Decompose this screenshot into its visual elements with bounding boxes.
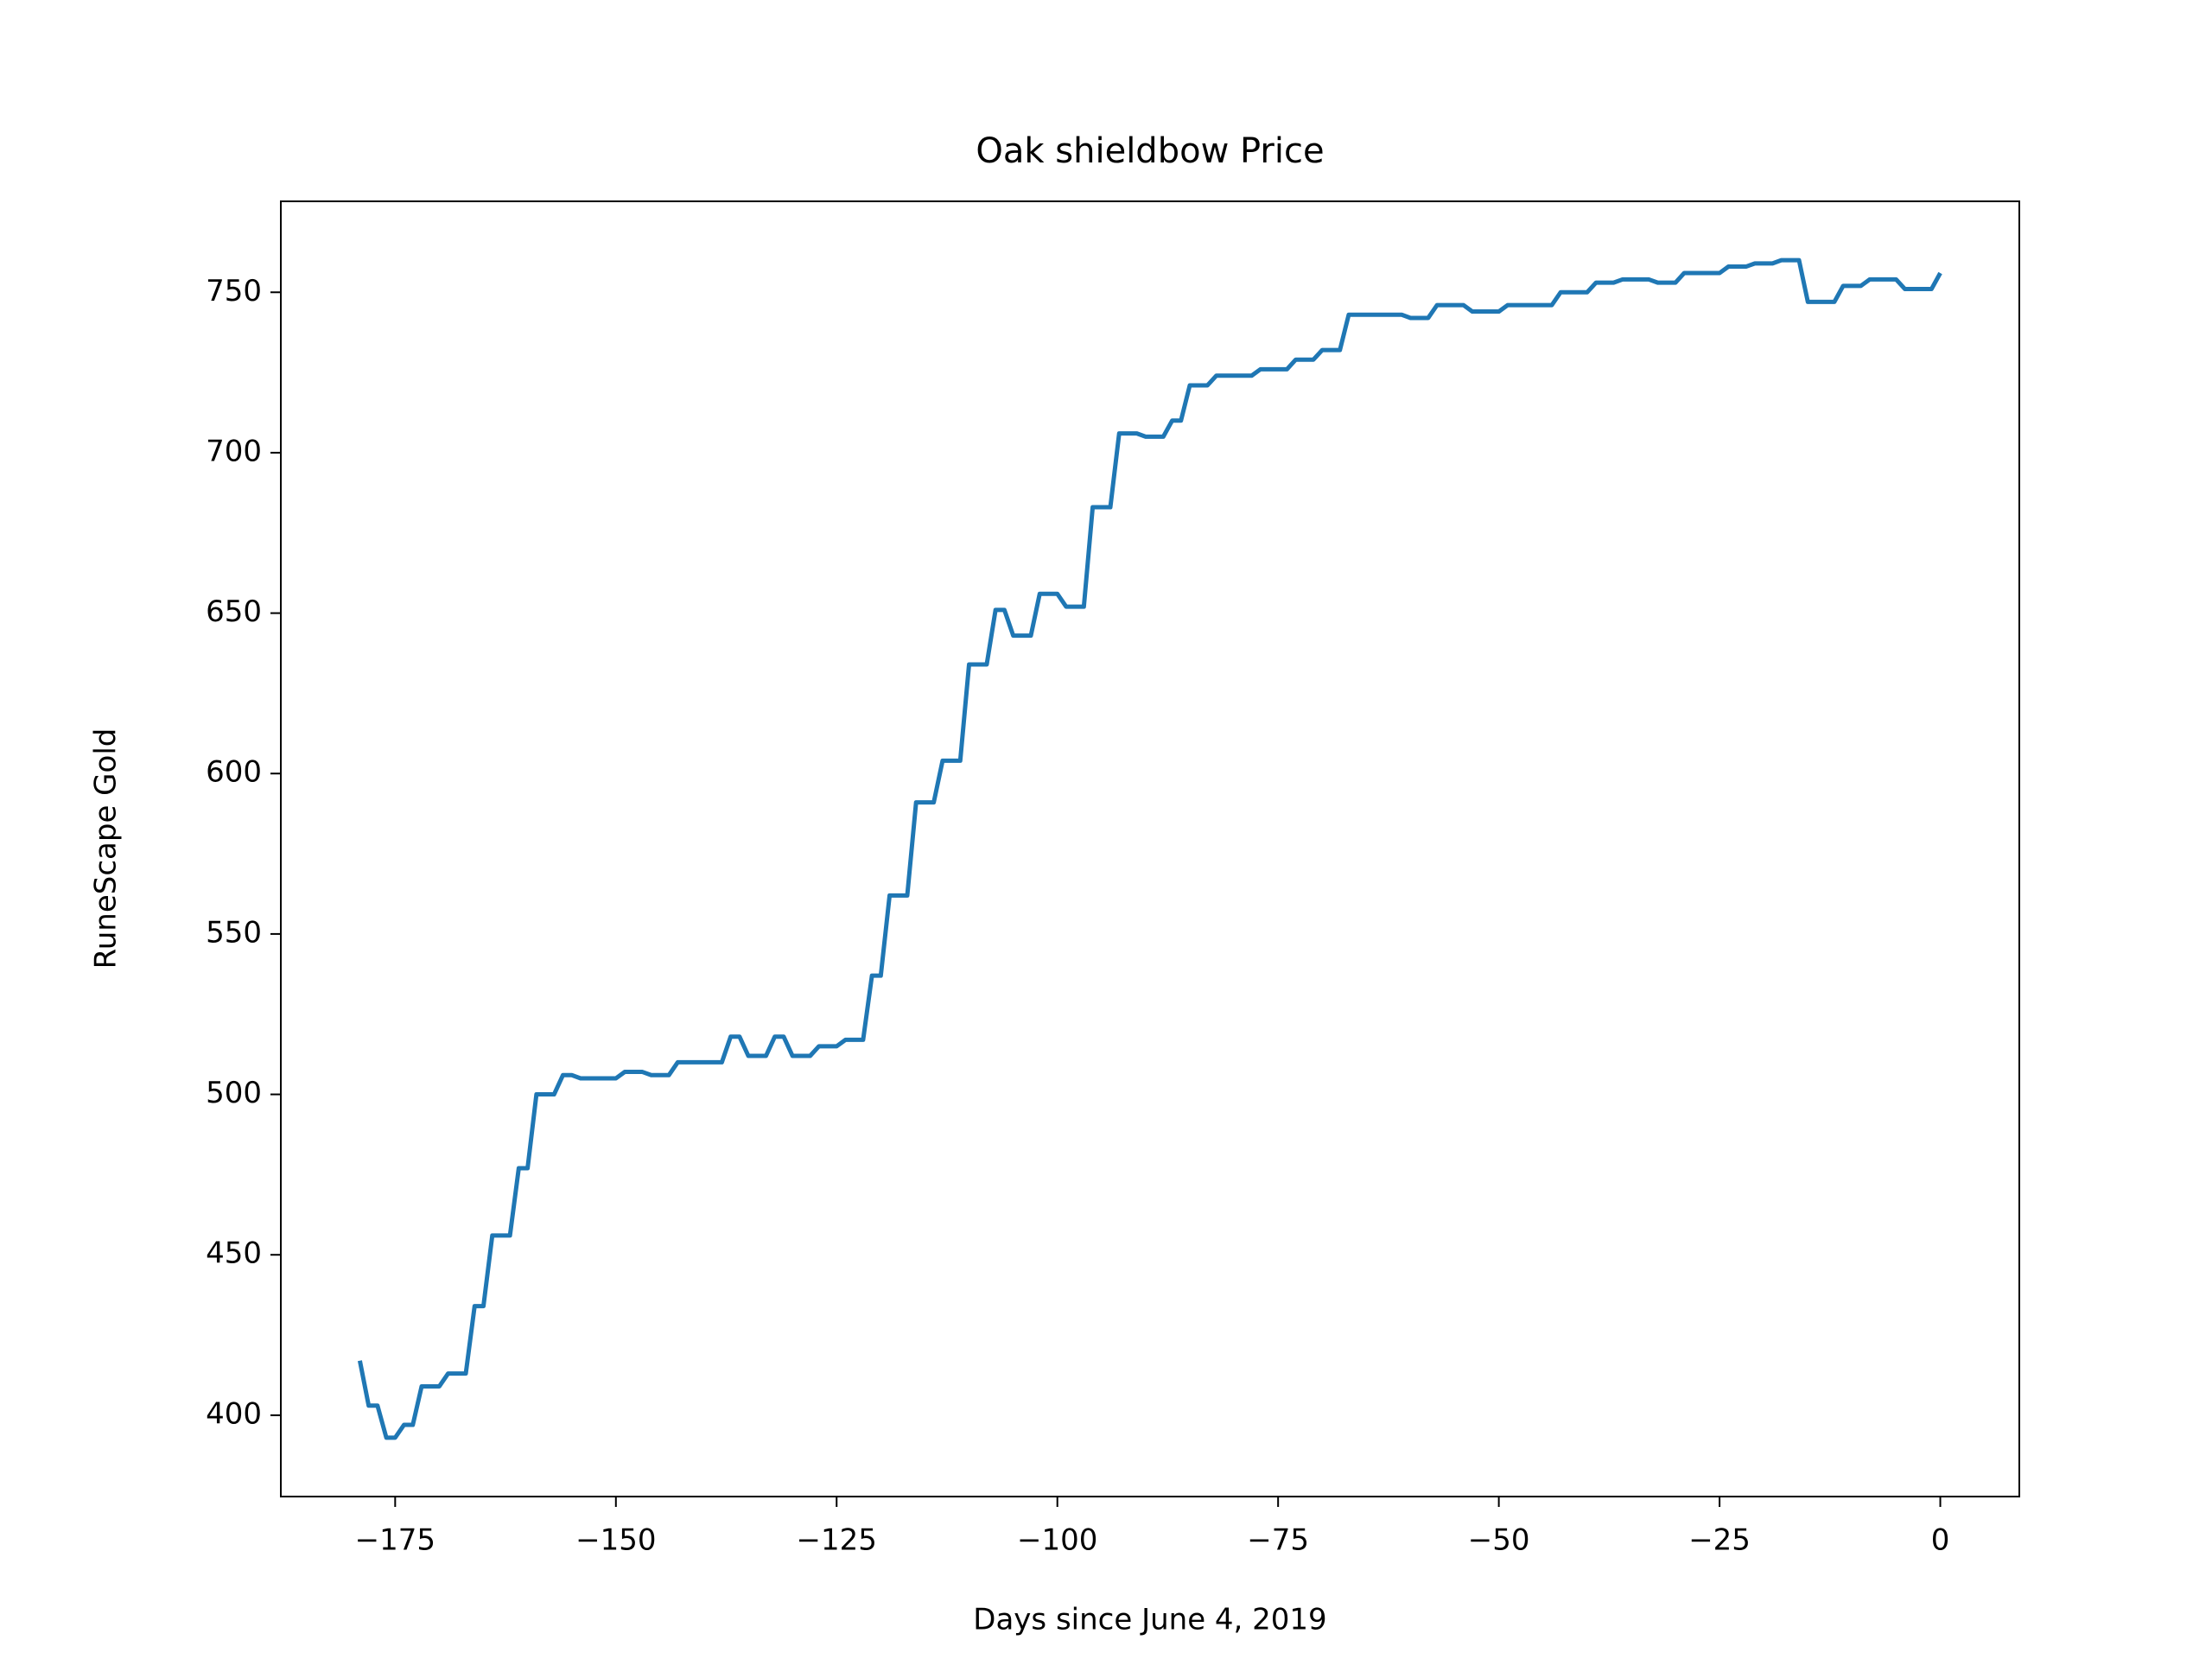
y-axis-label: RuneScape Gold: [89, 728, 124, 969]
plot-frame: [280, 200, 2020, 1497]
x-tick-label: −125: [797, 1523, 877, 1558]
y-tick-label: 500: [206, 1076, 262, 1110]
y-tick-label: 450: [206, 1236, 262, 1271]
y-tick-label: 400: [206, 1396, 262, 1431]
y-tick-label: 550: [206, 915, 262, 950]
y-tick-label: 600: [206, 755, 262, 790]
x-tick-label: −50: [1468, 1523, 1530, 1558]
y-tick-label: 700: [206, 434, 262, 468]
x-tick-label: −25: [1688, 1523, 1751, 1558]
x-tick-label: 0: [1931, 1523, 1950, 1558]
chart-title: Oak shieldbow Price: [976, 131, 1324, 171]
price-line: [357, 257, 1942, 1440]
x-tick-label: −175: [355, 1523, 435, 1558]
x-tick-label: −100: [1017, 1523, 1097, 1558]
x-axis-label: Days since June 4, 2019: [973, 1603, 1326, 1637]
x-tick-label: −75: [1247, 1523, 1309, 1558]
x-tick-label: −150: [575, 1523, 656, 1558]
y-tick-label: 750: [206, 274, 262, 308]
y-tick-label: 650: [206, 594, 262, 629]
